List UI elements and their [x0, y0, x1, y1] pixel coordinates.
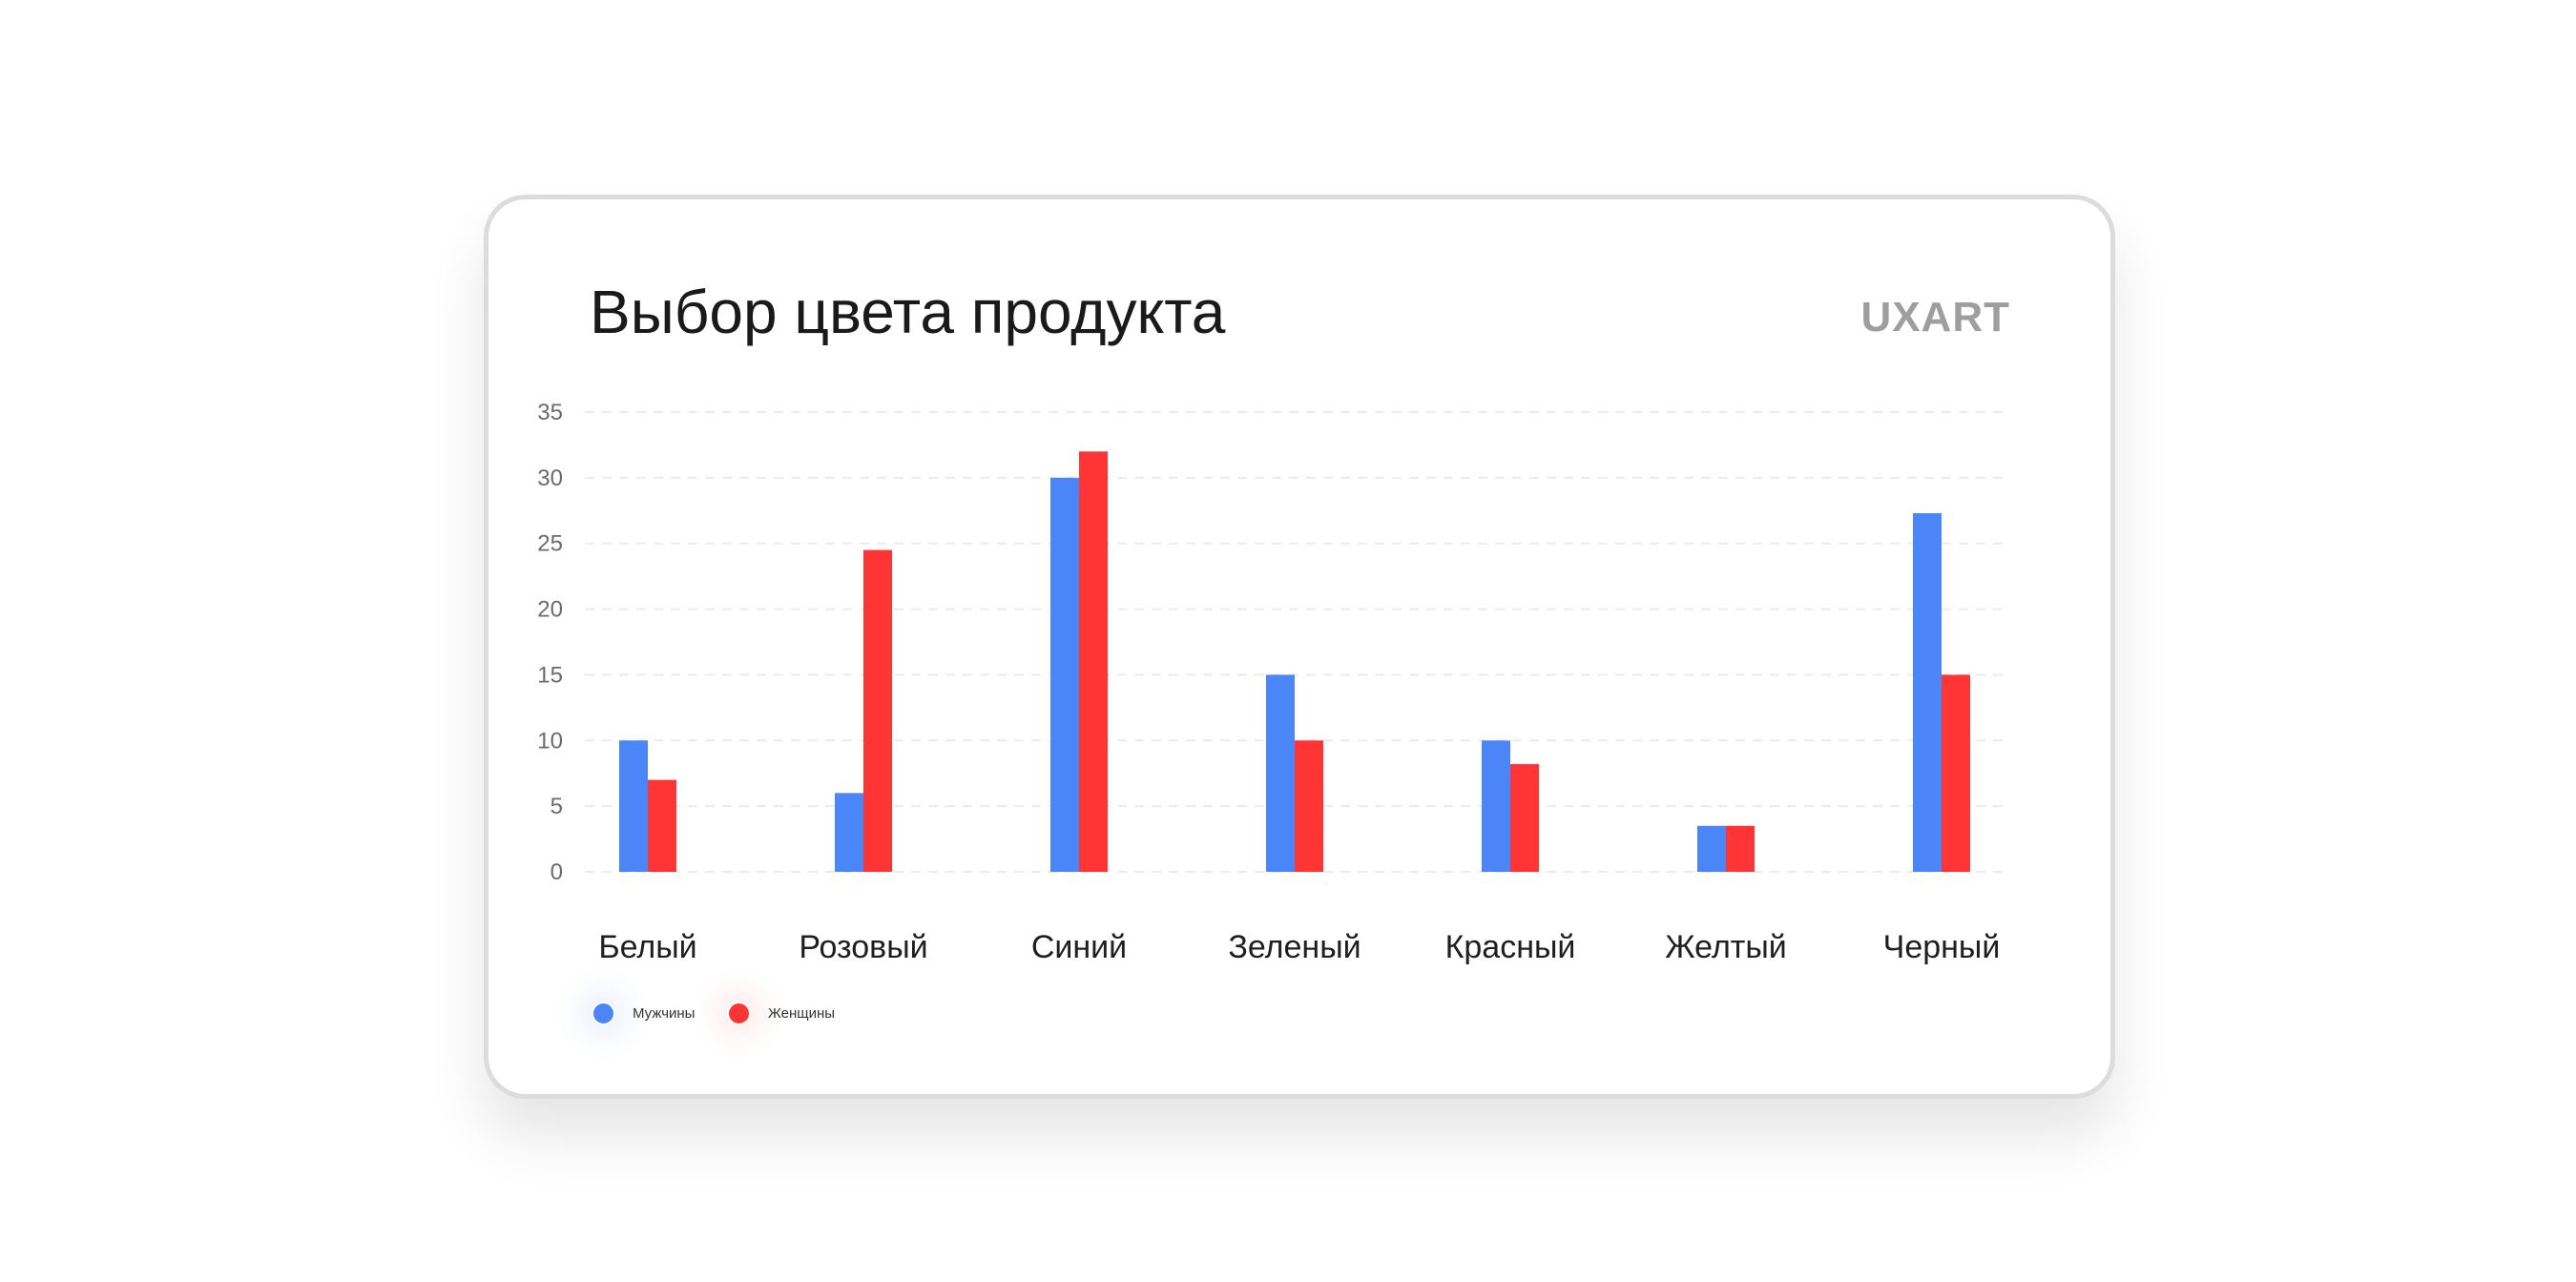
y-tick-label: 25 [537, 531, 563, 557]
y-tick-label: 20 [537, 597, 563, 623]
bar-men [619, 740, 648, 872]
y-tick-label: 5 [551, 794, 563, 819]
bar-women [648, 779, 676, 872]
chart-card [484, 195, 2115, 1099]
x-category-label: Желтый [1665, 929, 1787, 965]
legend-label-men: Мужчины [633, 1005, 696, 1022]
y-tick-label: 10 [537, 728, 563, 754]
legend-dot-men [592, 1002, 615, 1025]
x-category-label: Красный [1445, 929, 1576, 965]
legend-item-men: Мужчины [592, 1002, 695, 1025]
y-tick-label: 30 [537, 465, 563, 491]
chart-title: Выбор цвета продукта [590, 278, 1226, 346]
brand-logo: UXART [1860, 294, 2010, 341]
bar-women [1079, 451, 1108, 872]
x-category-label: Зеленый [1228, 929, 1361, 965]
x-category-label: Розовый [799, 929, 927, 965]
bar-men [835, 793, 863, 872]
y-tick-label: 35 [537, 400, 563, 425]
x-category-label: Черный [1883, 929, 2001, 965]
bar-men [1050, 477, 1079, 872]
bar-women [863, 549, 892, 872]
bar-men [1266, 674, 1295, 872]
bar-men [1913, 513, 1942, 872]
bar-men [1482, 740, 1510, 872]
legend-item-women: Женщины [727, 1002, 835, 1025]
bar-women [1295, 740, 1323, 872]
y-tick-label: 0 [551, 859, 563, 885]
bar-men [1697, 825, 1726, 872]
x-category-label: Белый [598, 929, 696, 965]
x-category-label: Синий [1031, 929, 1127, 965]
bar-women [1942, 674, 1970, 872]
legend-label-women: Женщины [768, 1005, 836, 1022]
bar-women [1726, 825, 1755, 872]
legend-dot-women [727, 1002, 751, 1025]
y-tick-label: 15 [537, 662, 563, 688]
bar-women [1510, 764, 1539, 872]
